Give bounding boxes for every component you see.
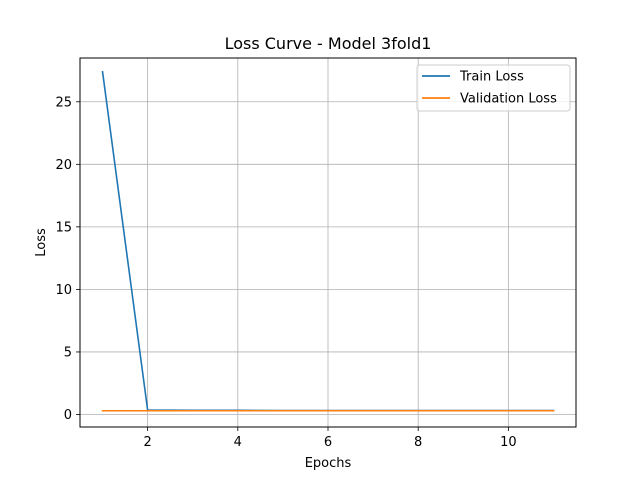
x-tick-label: 4 bbox=[234, 435, 242, 450]
grid bbox=[80, 58, 576, 427]
y-tick-label: 15 bbox=[55, 220, 72, 235]
y-tick-label: 20 bbox=[55, 158, 72, 173]
y-axis-label: Loss bbox=[34, 228, 49, 257]
y-tick-label: 10 bbox=[55, 283, 72, 298]
legend-label: Train Loss bbox=[459, 70, 524, 85]
legend-label: Validation Loss bbox=[460, 92, 557, 107]
x-tick-label: 2 bbox=[143, 435, 151, 450]
x-axis-label: Epochs bbox=[305, 456, 352, 471]
axis-ticks: 2 4 6 8 10 0 5 10 15 20 25 bbox=[55, 95, 516, 450]
legend: Train Loss Validation Loss bbox=[416, 64, 571, 112]
y-tick-label: 25 bbox=[55, 95, 72, 110]
legend-box bbox=[416, 64, 571, 112]
x-tick-label: 6 bbox=[324, 435, 332, 450]
x-tick-label: 10 bbox=[500, 435, 517, 450]
chart-title: Loss Curve - Model 3fold1 bbox=[225, 34, 432, 53]
x-tick-label: 8 bbox=[414, 435, 422, 450]
y-tick-label: 5 bbox=[64, 345, 72, 360]
series-lines bbox=[101, 70, 555, 412]
y-tick-label: 0 bbox=[64, 408, 72, 423]
